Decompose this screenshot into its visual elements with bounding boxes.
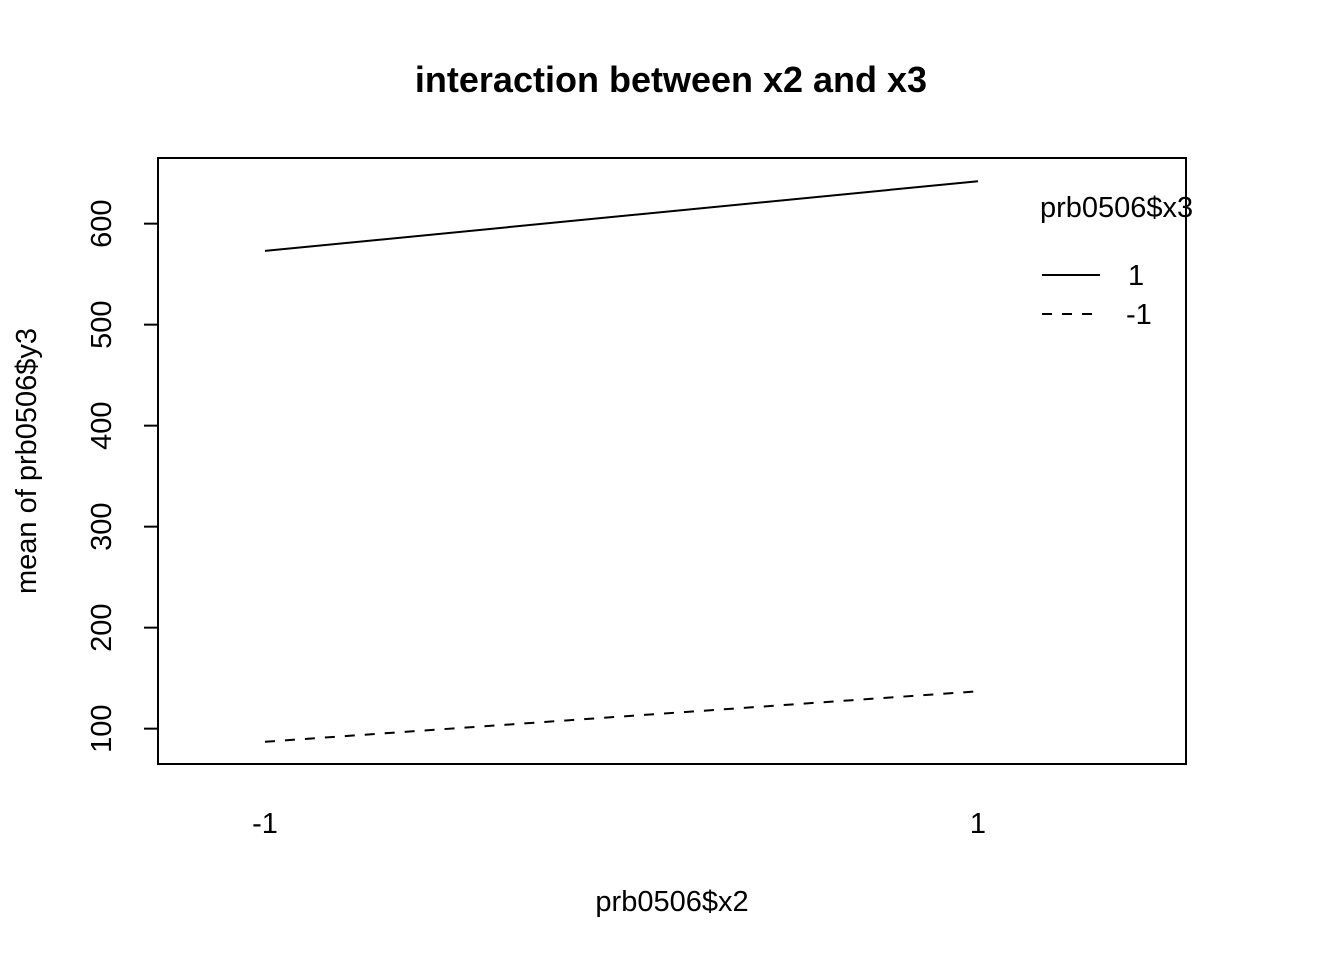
series-line-x3-minus1 [264, 690, 979, 743]
plot-frame [157, 157, 1187, 765]
y-axis-label: mean of prb0506$y3 [11, 328, 43, 594]
legend: prb0506$x3 1 -1 [1040, 192, 1193, 331]
x-axis: -1 1 [252, 808, 986, 840]
y-tick-label: 200 [86, 603, 118, 651]
legend-title: prb0506$x3 [1040, 192, 1193, 224]
series-layer [264, 180, 979, 743]
series-line-x3-1 [264, 180, 979, 252]
y-tick-label: 400 [86, 401, 118, 449]
y-tick-label: 600 [86, 199, 118, 247]
x-tick-label: -1 [252, 808, 278, 840]
y-tick-label: 300 [86, 502, 118, 550]
y-axis: 100 200 300 400 500 600 [86, 199, 159, 753]
x-axis-label: prb0506$x2 [595, 886, 748, 918]
legend-label-1: 1 [1128, 260, 1144, 292]
chart-title: interaction between x2 and x3 [415, 59, 927, 100]
y-tick-label: 100 [86, 704, 118, 752]
legend-label-minus1: -1 [1126, 299, 1152, 331]
x-tick-label: 1 [970, 808, 986, 840]
y-tick-label: 500 [86, 300, 118, 348]
